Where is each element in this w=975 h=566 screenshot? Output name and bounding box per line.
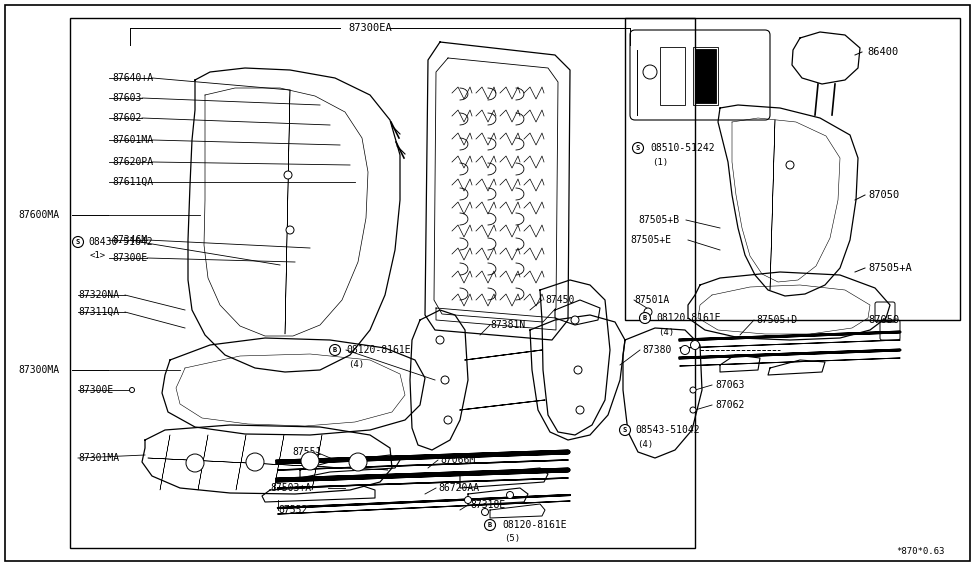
Circle shape <box>571 316 579 324</box>
Text: S: S <box>76 239 80 245</box>
Text: 87066M: 87066M <box>440 455 475 465</box>
Bar <box>625 18 960 320</box>
Text: 87603: 87603 <box>112 93 141 103</box>
Text: 87381N: 87381N <box>490 320 526 330</box>
Text: B: B <box>488 522 492 528</box>
Circle shape <box>690 407 696 413</box>
Circle shape <box>681 345 689 354</box>
Circle shape <box>441 376 449 384</box>
Bar <box>70 18 695 548</box>
Bar <box>695 49 716 103</box>
Text: 87300MA: 87300MA <box>18 365 59 375</box>
Circle shape <box>485 520 495 530</box>
Text: <1>: <1> <box>90 251 106 260</box>
Circle shape <box>349 453 367 471</box>
Text: 87505+E: 87505+E <box>630 235 671 245</box>
Circle shape <box>286 226 294 234</box>
Text: 87503+A: 87503+A <box>270 483 311 493</box>
Text: (4): (4) <box>658 328 674 337</box>
Text: 87062: 87062 <box>715 400 744 410</box>
Circle shape <box>284 171 292 179</box>
Circle shape <box>186 454 204 472</box>
Circle shape <box>786 161 794 169</box>
Circle shape <box>464 496 472 504</box>
Text: 87450: 87450 <box>545 295 574 305</box>
Text: 87611QA: 87611QA <box>112 177 153 187</box>
Text: 87505+D: 87505+D <box>756 315 798 325</box>
Circle shape <box>246 453 264 471</box>
Text: *870*0.63: *870*0.63 <box>897 547 945 556</box>
Text: 87501A: 87501A <box>634 295 669 305</box>
Text: 86720AA: 86720AA <box>438 483 479 493</box>
Circle shape <box>301 452 319 470</box>
Circle shape <box>690 341 699 349</box>
Text: 87640+A: 87640+A <box>112 73 153 83</box>
Text: (5): (5) <box>504 534 520 542</box>
Bar <box>660 47 685 105</box>
Text: 08510-51242: 08510-51242 <box>650 143 715 153</box>
Text: (4): (4) <box>637 440 653 448</box>
Circle shape <box>506 491 514 499</box>
Text: 87050: 87050 <box>868 315 899 325</box>
Circle shape <box>72 237 84 247</box>
Circle shape <box>640 312 650 324</box>
Text: S: S <box>636 145 641 151</box>
Text: 87600MA: 87600MA <box>18 210 59 220</box>
Text: 87346M: 87346M <box>112 235 147 245</box>
Circle shape <box>576 406 584 414</box>
Text: 87505+A: 87505+A <box>868 263 912 273</box>
Text: 08120-8161E: 08120-8161E <box>346 345 410 355</box>
Text: 87300EA: 87300EA <box>348 23 392 33</box>
Text: 87050: 87050 <box>868 190 899 200</box>
Circle shape <box>619 424 631 435</box>
Text: 87601MA: 87601MA <box>112 135 153 145</box>
Text: B: B <box>643 315 647 321</box>
Text: 86400: 86400 <box>867 47 898 57</box>
Text: 87301MA: 87301MA <box>78 453 119 463</box>
Circle shape <box>436 336 444 344</box>
Text: 87380: 87380 <box>642 345 672 355</box>
Circle shape <box>690 387 696 393</box>
Text: 87552: 87552 <box>278 505 307 515</box>
Circle shape <box>574 366 582 374</box>
Text: 08430-51642: 08430-51642 <box>88 237 153 247</box>
Circle shape <box>643 65 657 79</box>
Text: 87505+B: 87505+B <box>638 215 680 225</box>
Text: 87311QA: 87311QA <box>78 307 119 317</box>
Text: S: S <box>623 427 627 433</box>
Circle shape <box>633 143 644 153</box>
Text: 87320NA: 87320NA <box>78 290 119 300</box>
Text: 87300E: 87300E <box>78 385 113 395</box>
Bar <box>693 47 718 105</box>
Text: 87620PA: 87620PA <box>112 157 153 167</box>
Text: B: B <box>332 347 337 353</box>
Text: 87063: 87063 <box>715 380 744 390</box>
Circle shape <box>444 416 452 424</box>
Text: 08120-8161E: 08120-8161E <box>656 313 721 323</box>
Circle shape <box>482 508 488 516</box>
Circle shape <box>130 388 135 392</box>
Text: 08120-8161E: 08120-8161E <box>502 520 566 530</box>
Circle shape <box>330 345 340 355</box>
Text: 08543-51042: 08543-51042 <box>635 425 700 435</box>
Text: (4): (4) <box>348 359 364 368</box>
Text: 87300E: 87300E <box>112 253 147 263</box>
Text: 87318E: 87318E <box>470 500 505 510</box>
Text: (1): (1) <box>652 157 668 166</box>
Text: 87602: 87602 <box>112 113 141 123</box>
Circle shape <box>644 308 652 316</box>
Text: 87551: 87551 <box>292 447 322 457</box>
